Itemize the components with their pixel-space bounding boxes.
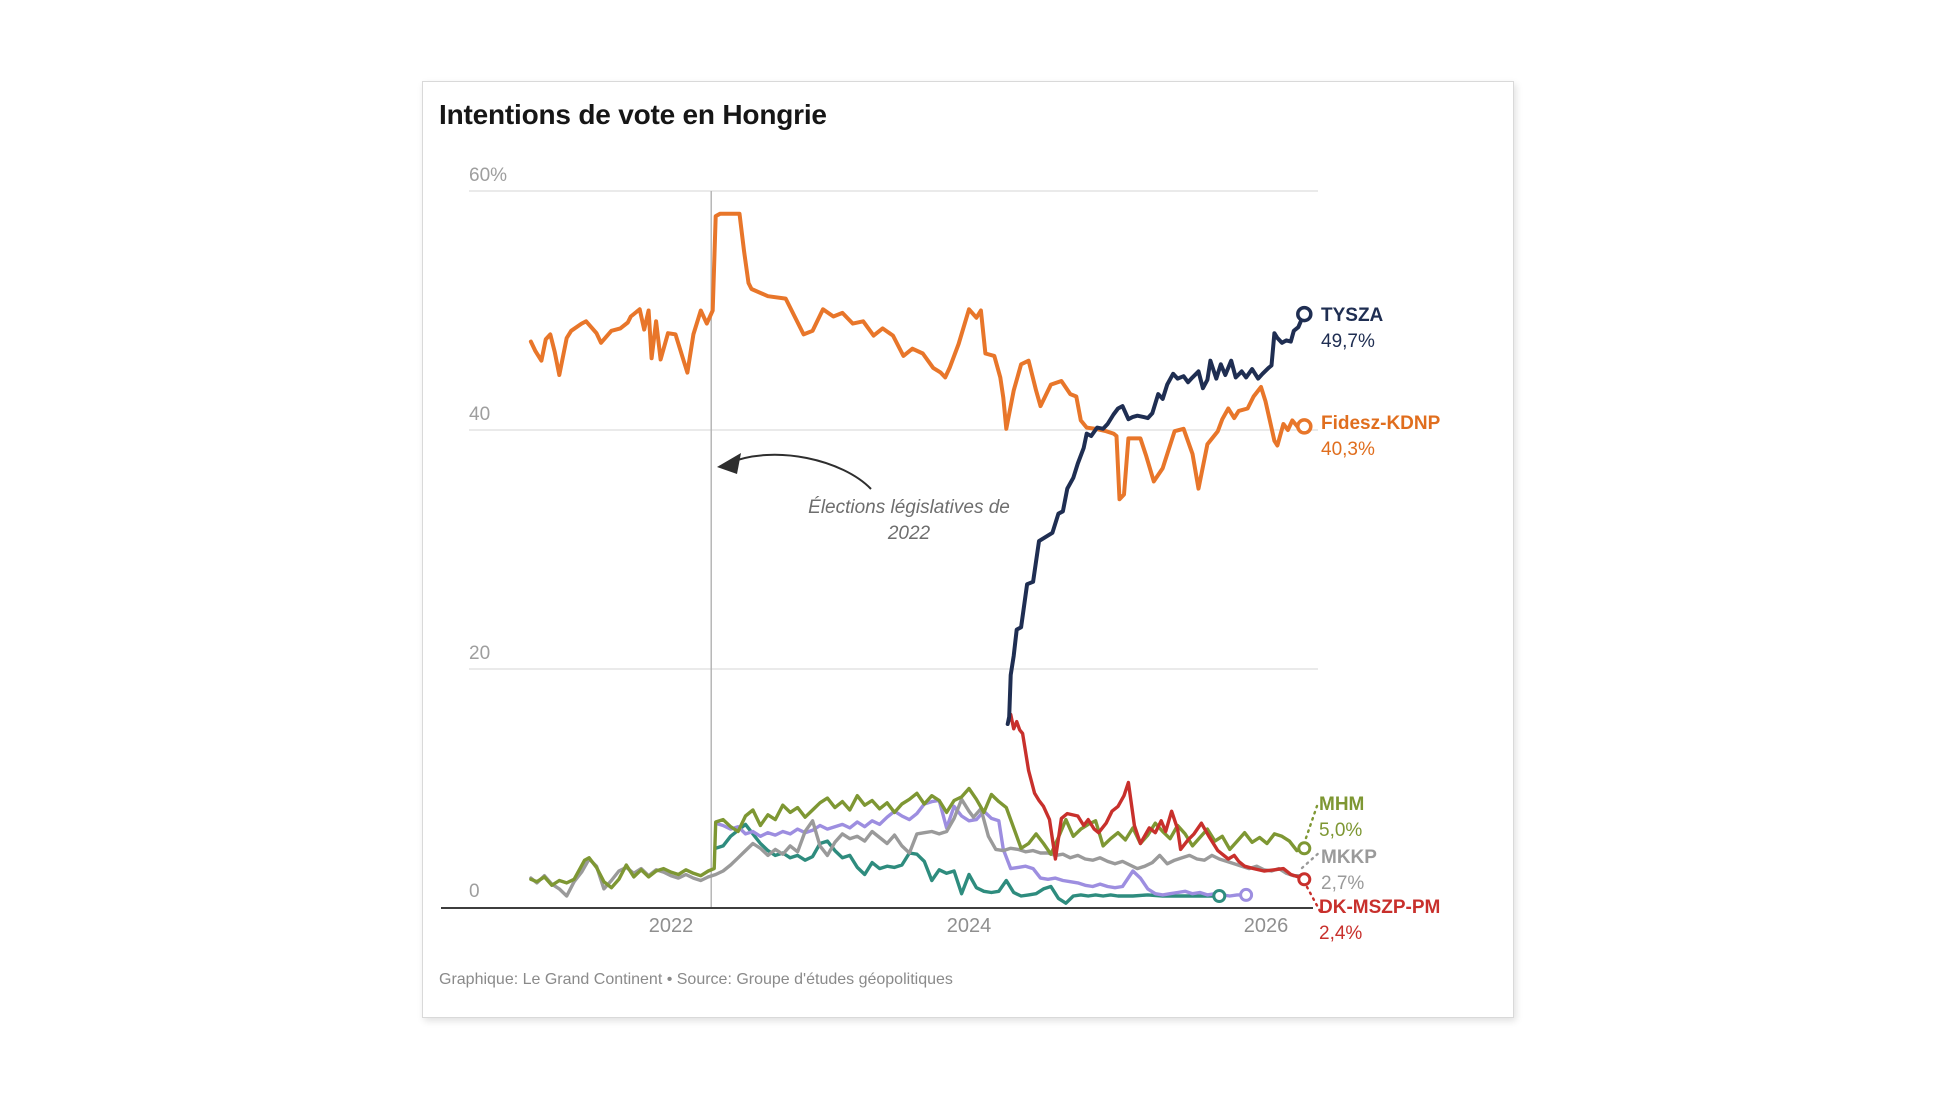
chart-title: Intentions de vote en Hongrie <box>439 99 827 130</box>
x-axis-tick-2022: 2022 <box>648 915 694 937</box>
series-name-mkkp: MKKP <box>1321 847 1377 868</box>
series-label-mhm: MHM 5,0% <box>1319 792 1364 843</box>
series-label-tysza: TYSZA 49,7% <box>1321 303 1383 354</box>
x-axis-tick-2026: 2026 <box>1243 915 1289 937</box>
series-name-fidesz-kdnp: Fidesz-KDNP <box>1321 413 1441 434</box>
chart-card: Intentions de vote en Hongrie 60% 40 20 … <box>422 81 1514 1018</box>
y-axis-tick-60: 60% <box>469 165 508 186</box>
series-label-dk-mszp-pm: DK-MSZP-PM 2,4% <box>1319 895 1440 946</box>
series-name-dk-mszp-pm: DK-MSZP-PM <box>1319 897 1441 918</box>
series-label-mkkp: MKKP 2,7% <box>1321 845 1377 896</box>
election-annotation-line2: 2022 <box>887 522 931 544</box>
x-axis-tick-2024: 2024 <box>946 915 992 937</box>
chart-plot <box>441 190 1323 915</box>
y-axis-tick-0: 0 <box>469 881 480 902</box>
series-value-tysza: 49,7% <box>1321 330 1375 352</box>
series-label-fidesz-kdnp: Fidesz-KDNP 40,3% <box>1321 411 1440 462</box>
series-name-mhm: MHM <box>1319 794 1365 815</box>
series-value-mhm: 5,0% <box>1319 819 1363 841</box>
series-name-tysza: TYSZA <box>1321 305 1384 326</box>
election-annotation-line1: Élections législatives de <box>808 497 1010 518</box>
series-value-mkkp: 2,7% <box>1321 872 1365 894</box>
source-credit: Graphique: Le Grand Continent • Source: … <box>439 971 953 988</box>
election-annotation: Élections législatives de 2022 <box>753 495 1065 546</box>
y-axis-tick-20: 20 <box>469 643 491 664</box>
y-axis-tick-40: 40 <box>469 404 491 425</box>
series-value-fidesz-kdnp: 40,3% <box>1321 438 1375 460</box>
series-value-dk-mszp-pm: 2,4% <box>1319 922 1363 944</box>
